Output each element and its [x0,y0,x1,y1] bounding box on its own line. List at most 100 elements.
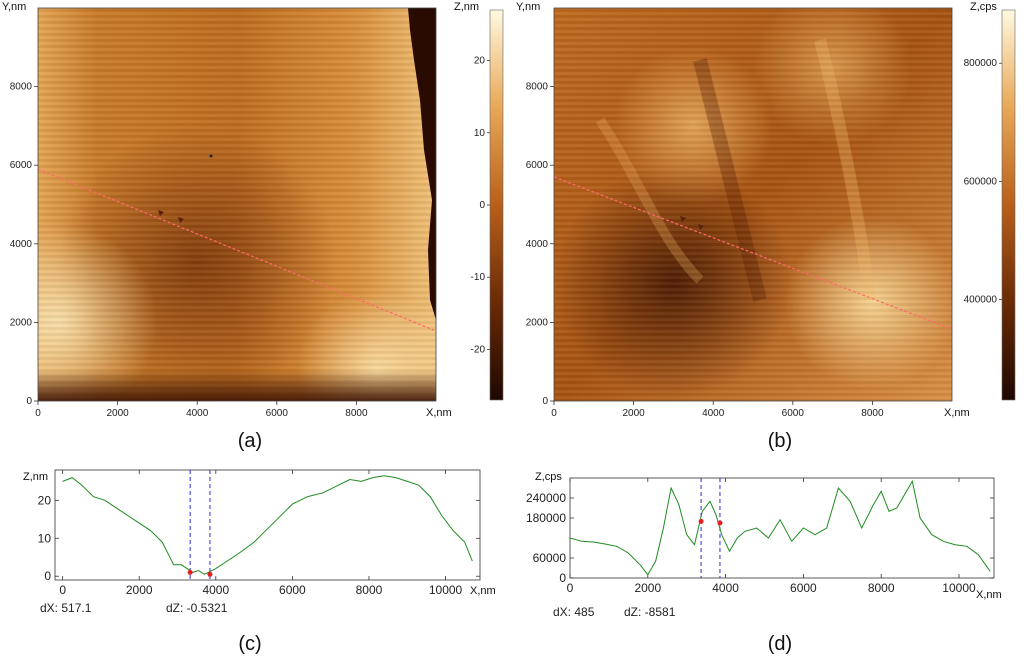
x-tick-label: 6000 [266,408,289,419]
profile-line [37,168,435,331]
dz-readout: dZ: -8581 [624,605,676,619]
y-tick-label: 60000 [533,551,567,565]
dz-readout: dZ: -0.5321 [166,601,228,615]
x-tick-label: 4000 [202,583,229,597]
x-tick-label: 6000 [279,583,306,597]
y-axis-title: Y,nm [516,1,540,13]
signal-scanlines [554,8,952,401]
cursor-points [187,569,213,577]
panel-caption: (a) [238,430,262,452]
x-tick-label: 6000 [782,408,805,419]
colorbar-tick-label: 600000 [964,176,998,187]
image-frame [37,7,437,402]
topography-bottom-shadow [38,370,436,401]
x-tick-label: 2000 [634,581,661,595]
cursor-point [207,571,213,577]
x-tick-label: 0 [35,408,41,419]
x-tick-label: 8000 [356,583,383,597]
x-tick-label: 10000 [429,583,463,597]
y-tick-label: 8000 [10,82,33,93]
x-tick-label: 0 [59,583,66,597]
y-tick-label: 2000 [526,317,549,328]
x-axis-title: X,nm [426,407,452,419]
x-tick-label: 4000 [186,408,209,419]
x-tick-label: 2000 [106,408,129,419]
plot-axes: 0 2000 4000 6000 8000 10000 0 10 20 [38,470,480,597]
colorbar-label: Z,nm [454,1,479,13]
x-tick-label: 4000 [702,408,725,419]
panel-c-height-profile: 0 2000 4000 6000 8000 10000 0 10 20 Z,nm X,nm dX… [23,469,496,655]
x-tick-label: 10000 [942,581,976,595]
y-tick-label: 0 [26,396,32,407]
y-tick-label: 2000 [10,317,33,328]
y-tick-label: 10 [38,531,52,545]
topography-scanlines [38,8,436,401]
y-tick-label: 8000 [526,82,549,93]
panel-caption: (d) [768,633,792,655]
colorbar [489,9,504,401]
y-tick-label: 6000 [10,160,33,171]
topography-dot [209,154,213,158]
x-tick-label: 0 [567,581,574,595]
topography-dark-edge [408,8,436,320]
x-tick-label: 4000 [712,581,739,595]
y-tick-label: 240000 [526,491,566,505]
y-tick-label: 4000 [10,239,33,250]
x-axis-title: X,nm [944,407,970,419]
height-profile-line [62,475,473,575]
colorbar-tick-label: -20 [471,344,486,355]
plot-frame [569,477,995,579]
cursor-markers [189,470,211,580]
profile-marker-1 [158,210,164,216]
profile-marker-2 [178,217,184,223]
y-axis-title: Z,cps [535,471,562,483]
cursor-point [717,520,723,526]
plot-frame [54,469,481,581]
cursor-point [187,569,193,575]
colorbar-tick-label: 0 [479,200,485,211]
y-tick-label: 0 [559,571,566,585]
colorbar-ticks: 800000 600000 400000 [964,58,1002,306]
dx-readout: dX: 485 [553,605,595,619]
y-axis-title: Z,nm [23,471,48,483]
image-axes: 0 2000 4000 6000 8000 0 2000 4000 6000 8000 [526,82,884,419]
signal-profile-line [569,479,991,576]
y-tick-label: 4000 [526,239,549,250]
cursor-point [698,518,704,524]
x-axis-title: X,nm [470,585,496,597]
y-tick-label: 20 [38,493,52,507]
image-frame [553,7,953,402]
x-tick-label: 8000 [345,408,368,419]
profile-line [553,176,951,329]
colorbar-label: Z,cps [970,1,997,13]
panel-caption: (c) [238,633,261,655]
colorbar-tick-label: 20 [474,56,486,67]
colorbar-tick-label: -10 [471,272,486,283]
panel-caption: (b) [768,430,792,452]
x-tick-label: 8000 [861,408,884,419]
y-tick-label: 0 [542,396,548,407]
colorbar-tick-label: 10 [474,128,486,139]
x-tick-label: 6000 [790,581,817,595]
x-tick-label: 0 [551,408,557,419]
y-tick-label: 180000 [526,511,566,525]
y-tick-label: 6000 [526,160,549,171]
x-tick-label: 2000 [126,583,153,597]
dx-readout: dX: 517.1 [40,601,92,615]
x-axis-title: X,nm [976,589,1002,601]
y-tick-label: 0 [44,569,51,583]
plot-axes: 0 2000 4000 6000 8000 10000 0 60000 180000 240000 [526,478,994,595]
colorbar-ticks: 20 10 0 -10 -20 [471,56,490,355]
cursor-points [698,518,723,526]
x-tick-label: 8000 [868,581,895,595]
profile-marker-2 [698,224,704,230]
profile-marker-1 [680,216,686,222]
colorbar [1001,9,1016,401]
colorbar-tick-label: 800000 [964,58,998,69]
colorbar-tick-label: 400000 [964,295,998,306]
panel-d-signal-profile: 0 2000 4000 6000 8000 10000 0 60000 180000 240000… [526,471,1002,655]
y-axis-title: Y,nm [2,1,26,13]
